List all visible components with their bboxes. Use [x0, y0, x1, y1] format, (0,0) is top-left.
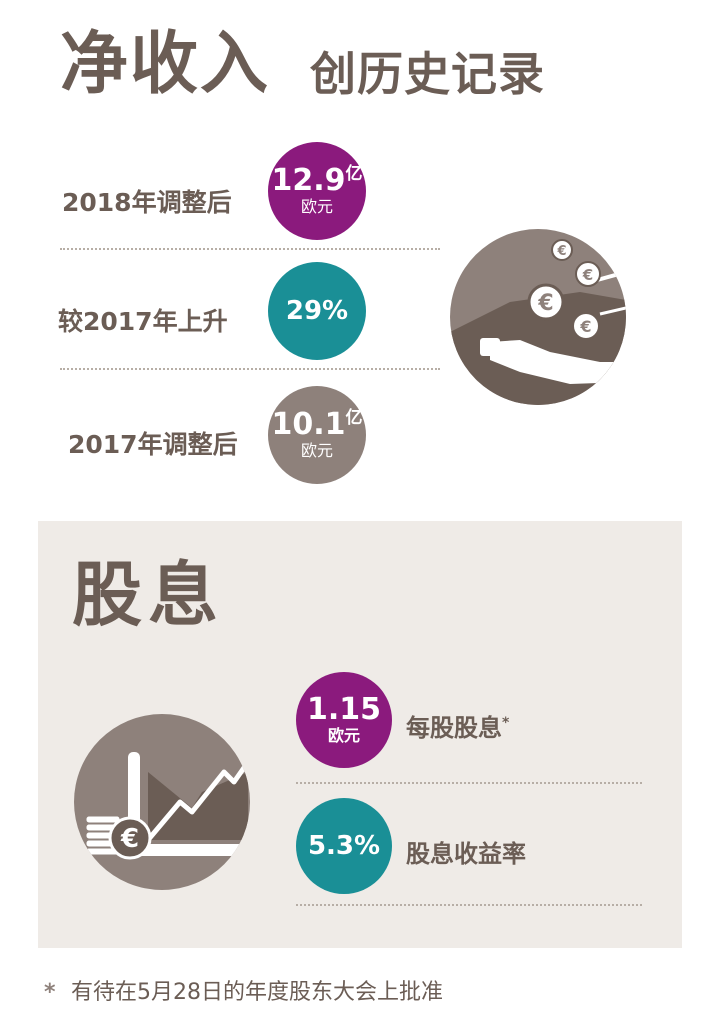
- rising-chart-with-euro-coins-icon: €: [72, 712, 252, 892]
- dividend-per-share-currency: 欧元: [327, 726, 360, 745]
- dividend-per-share-text: 每股股息: [406, 714, 502, 742]
- dividend-yield-label: 股息收益率: [406, 840, 526, 868]
- income-2017-badge: 10.1亿 欧元: [268, 386, 366, 484]
- dividend-title: 股息: [72, 554, 224, 636]
- income-2017-unit: 亿: [345, 408, 363, 428]
- page-title: 净收入: [60, 25, 271, 104]
- income-2017-value: 10.1: [271, 407, 346, 442]
- divider: [60, 248, 440, 250]
- income-label-2017: 2017年调整后: [68, 430, 238, 459]
- income-growth-badge: 29%: [268, 262, 366, 360]
- hand-with-euro-coins-icon: € € € €: [450, 222, 630, 412]
- income-2018-currency: 欧元: [300, 197, 333, 216]
- divider: [60, 368, 440, 370]
- income-2018-unit: 亿: [345, 164, 363, 184]
- footnote-text: 有待在5月28日的年度股东大会上批准: [71, 980, 443, 1005]
- dividend-yield-badge: 5.3%: [296, 798, 392, 894]
- dividend-per-share-value: 1.15: [306, 692, 382, 727]
- svg-text:€: €: [120, 824, 139, 854]
- divider: [296, 904, 642, 906]
- dividend-yield-value: 5.3%: [307, 831, 381, 861]
- svg-text:€: €: [579, 317, 591, 336]
- income-label-growth: 较2017年上升: [58, 307, 228, 336]
- page-subtitle: 创历史记录: [310, 47, 545, 101]
- income-growth-value: 29%: [285, 296, 349, 326]
- divider: [296, 782, 642, 784]
- income-label-2018: 2018年调整后: [62, 188, 232, 217]
- dividend-per-share-mark: *: [502, 715, 510, 731]
- income-2017-currency: 欧元: [300, 441, 333, 460]
- income-2018-value: 12.9: [271, 163, 346, 198]
- footnote-mark: *: [44, 980, 56, 1005]
- svg-text:€: €: [556, 244, 566, 259]
- footnote: * 有待在5月28日的年度股东大会上批准: [44, 974, 443, 1006]
- dividend-per-share-badge: 1.15 欧元: [296, 672, 392, 768]
- svg-text:€: €: [537, 291, 553, 316]
- income-2018-badge: 12.9亿 欧元: [268, 142, 366, 240]
- svg-text:€: €: [582, 266, 593, 284]
- dividend-per-share-label: 每股股息*: [406, 708, 509, 743]
